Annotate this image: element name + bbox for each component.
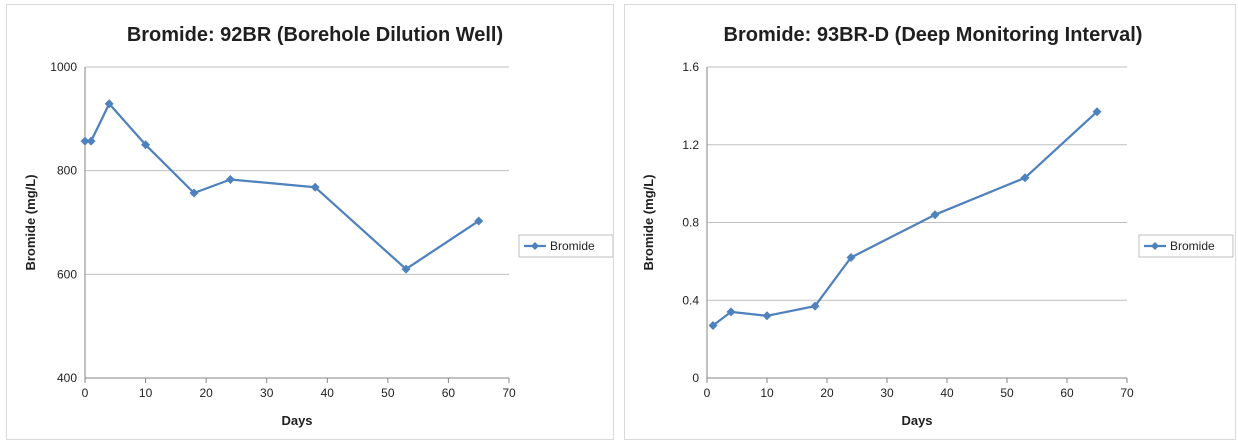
chart-93br-d-svg: Bromide: 93BR-D (Deep Monitoring Interva… [641, 24, 1234, 428]
x-tick-label: 50 [381, 386, 395, 400]
data-point-marker [310, 182, 320, 192]
y-tick-label: 1000 [50, 60, 77, 74]
legend-box [1138, 234, 1234, 258]
series-line [85, 102, 480, 271]
legend-label: Bromide [1170, 239, 1215, 253]
data-point-marker [810, 301, 820, 311]
x-tick-label: 30 [260, 386, 274, 400]
legend-marker [531, 242, 539, 250]
y-tick-label: 0 [692, 371, 699, 385]
chart-92br: Bromide: 92BR (Borehole Dilution Well) 40… [6, 4, 614, 440]
data-point-marker [104, 99, 114, 109]
legend-label: Bromide [550, 239, 595, 253]
y-tick-label: 1.6 [682, 60, 699, 74]
x-tick-label: 40 [321, 386, 335, 400]
chart-title: Bromide: 93BR-D (Deep Monitoring Interva… [724, 24, 1143, 46]
chart-92br-svg: Bromide: 92BR (Borehole Dilution Well) 40… [23, 24, 613, 428]
x-tick-label: 40 [940, 386, 954, 400]
data-point-marker [846, 252, 856, 262]
y-tick-label: 600 [57, 267, 77, 281]
data-point-marker [86, 136, 96, 146]
data-point-marker [401, 264, 411, 274]
data-point-marker [225, 174, 235, 184]
x-tick-label: 0 [82, 386, 89, 400]
x-tick-label: 70 [1120, 386, 1134, 400]
x-tick-label: 20 [820, 386, 834, 400]
data-point-marker [930, 210, 940, 220]
legend-box [518, 234, 613, 258]
x-tick-label: 50 [1000, 386, 1014, 400]
legend-marker [1151, 242, 1159, 250]
data-point-marker [762, 311, 772, 321]
series-line [712, 110, 1098, 327]
x-tick-label: 60 [442, 386, 456, 400]
x-axis-title: Days [901, 413, 932, 428]
y-tick-label: 400 [57, 371, 77, 385]
x-tick-label: 60 [1060, 386, 1074, 400]
x-axis-title: Days [281, 413, 312, 428]
data-point-marker [726, 307, 736, 317]
y-axis-title: Bromide (mg/L) [23, 174, 38, 270]
data-point-marker [1092, 107, 1102, 117]
x-tick-label: 20 [199, 386, 213, 400]
data-point-marker [189, 188, 199, 198]
data-point-marker [708, 321, 718, 331]
x-tick-label: 10 [139, 386, 153, 400]
data-point-marker [474, 216, 484, 226]
chart-title: Bromide: 92BR (Borehole Dilution Well) [127, 24, 503, 46]
x-tick-label: 10 [760, 386, 774, 400]
data-point-marker [80, 136, 90, 146]
x-tick-label: 70 [502, 386, 516, 400]
x-tick-label: 30 [880, 386, 894, 400]
data-point-marker [141, 140, 151, 150]
x-tick-label: 0 [704, 386, 711, 400]
y-axis-title: Bromide (mg/L) [641, 174, 656, 270]
y-tick-label: 800 [57, 164, 77, 178]
chart-93br-d: Bromide: 93BR-D (Deep Monitoring Interva… [624, 4, 1236, 440]
y-tick-label: 0.8 [682, 216, 699, 230]
data-point-marker [1020, 173, 1030, 183]
y-tick-label: 0.4 [682, 293, 699, 307]
y-tick-label: 1.2 [682, 138, 699, 152]
